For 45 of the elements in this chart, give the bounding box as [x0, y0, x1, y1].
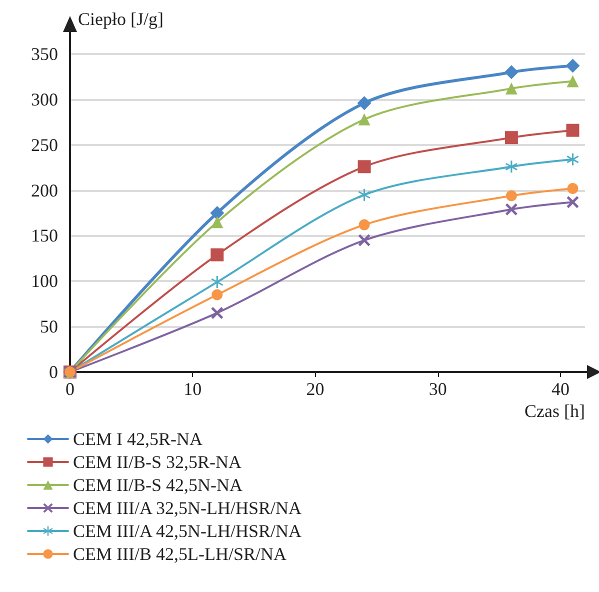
point [504, 131, 518, 144]
point [566, 153, 579, 166]
legend-label: CEM II/B-S 32,5R-NA [73, 452, 242, 472]
point [211, 276, 224, 288]
point [358, 160, 371, 174]
y-axis-title: Ciepło [J/g] [78, 9, 164, 29]
point [358, 219, 370, 230]
point [506, 190, 517, 202]
x-tick-label: 10 [184, 379, 202, 399]
point [358, 113, 370, 126]
y-tick-label: 50 [40, 316, 58, 337]
y-tick-label: 150 [31, 226, 58, 246]
point [210, 248, 224, 262]
legend-label: CEM III/B 42,5L-LH/SR/NA [73, 544, 286, 564]
y-tick-label: 250 [31, 134, 58, 155]
legend-label: CEM I 42,5R-NA [73, 429, 202, 449]
y-tick-label: 350 [31, 44, 58, 64]
legend-label: CEM III/A 32,5N-LH/HSR/NA [73, 498, 302, 518]
legend-label: CEM III/A 42,5N-LH/HSR/NA [73, 521, 302, 541]
point [211, 306, 224, 319]
x-tick-label: 20 [306, 379, 324, 399]
y-tick-label: 200 [31, 180, 58, 200]
x-axis-title: Czas [h] [524, 401, 585, 421]
point [567, 182, 578, 194]
point [505, 82, 518, 95]
point [358, 188, 370, 201]
point [212, 289, 223, 300]
point [504, 65, 518, 80]
point [505, 203, 518, 216]
point [566, 124, 580, 137]
y-tick-label: 0 [49, 362, 58, 382]
legend-label: CEM II/B-S 42,5N-NA [73, 475, 242, 495]
point [566, 196, 579, 208]
x-tick-label: 0 [66, 379, 74, 399]
point [505, 160, 518, 173]
point [358, 234, 370, 246]
y-tick-label: 300 [31, 89, 58, 110]
point [566, 58, 580, 73]
x-tick-label: 40 [551, 379, 570, 399]
point [566, 75, 579, 88]
point [357, 96, 372, 110]
y-tick-label: 100 [31, 271, 58, 292]
x-tick-label: 30 [428, 379, 447, 399]
point [210, 206, 224, 220]
point [211, 216, 224, 228]
